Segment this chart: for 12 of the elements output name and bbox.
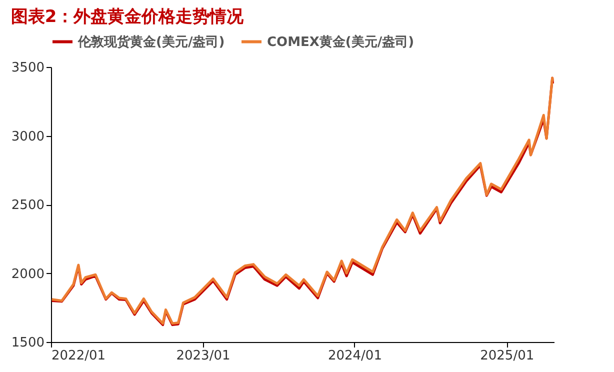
y-tick-label: 2000 <box>11 266 44 282</box>
y-tick-label: 3500 <box>11 60 44 76</box>
y-tick-label: 2500 <box>11 198 44 213</box>
y-tick-label: 3000 <box>11 129 44 144</box>
x-tick-label: 2024/01 <box>328 348 382 364</box>
y-tick-label: 1500 <box>11 336 44 350</box>
chart-title: 图表2：外盘黄金价格走势情况 <box>10 7 245 27</box>
legend-label: COMEX黄金(美元/盎司) <box>267 34 414 50</box>
x-tick-label: 2025/01 <box>480 348 534 364</box>
legend-label: 伦敦现货黄金(美元/盎司) <box>77 34 225 50</box>
x-tick-label: 2022/01 <box>52 348 106 364</box>
x-tick-label: 2023/01 <box>176 348 230 364</box>
